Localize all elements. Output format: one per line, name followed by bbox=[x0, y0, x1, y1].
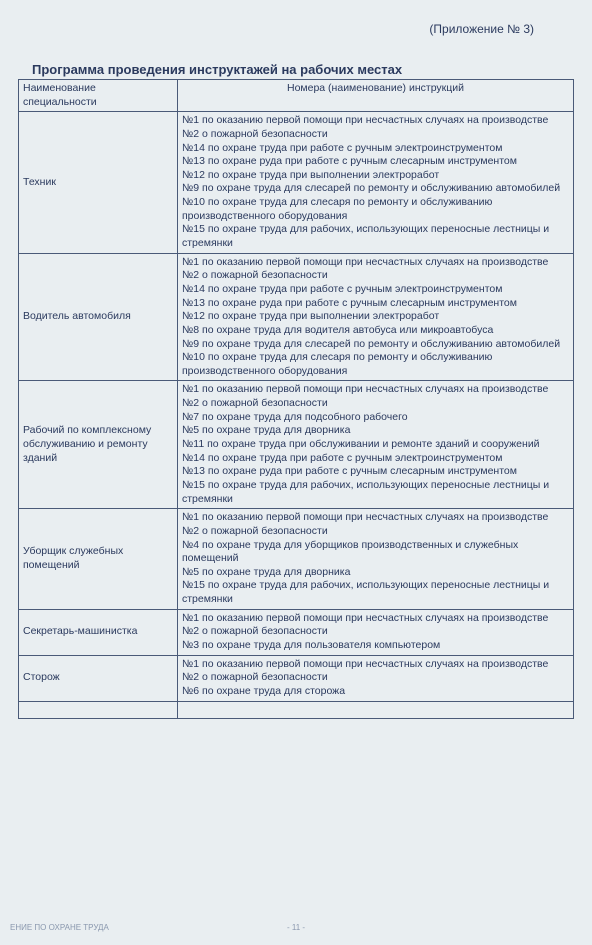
table-row: Сторож №1 по оказанию первой помощи при … bbox=[19, 655, 574, 701]
footer-page-number: - 11 - bbox=[287, 923, 305, 932]
table-row: Уборщик служебных помещений №1 по оказан… bbox=[19, 509, 574, 609]
instructions-cell: №1 по оказанию первой помощи при несчаст… bbox=[178, 609, 574, 655]
page-title: Программа проведения инструктажей на раб… bbox=[18, 62, 574, 77]
table-header-row: Наименованиеспециальности Номера (наимен… bbox=[19, 80, 574, 112]
table-empty-row bbox=[19, 701, 574, 718]
speciality-cell: Техник bbox=[19, 112, 178, 253]
table-row: Водитель автомобиля №1 по оказанию перво… bbox=[19, 253, 574, 381]
instructions-cell: №1 по оказанию первой помощи при несчаст… bbox=[178, 381, 574, 509]
table-row: Секретарь-машинистка №1 по оказанию перв… bbox=[19, 609, 574, 655]
speciality-cell: Секретарь-машинистка bbox=[19, 609, 178, 655]
speciality-cell: Уборщик служебных помещений bbox=[19, 509, 178, 609]
empty-cell bbox=[178, 701, 574, 718]
instructions-cell: №1 по оказанию первой помощи при несчаст… bbox=[178, 655, 574, 701]
page: (Приложение № 3) Программа проведения ин… bbox=[0, 0, 592, 945]
instructions-table: Наименованиеспециальности Номера (наимен… bbox=[18, 79, 574, 719]
header-instructions: Номера (наименование) инструкций bbox=[178, 80, 574, 112]
table-row: Рабочий по комплексному обслуживанию и р… bbox=[19, 381, 574, 509]
speciality-cell: Рабочий по комплексному обслуживанию и р… bbox=[19, 381, 178, 509]
speciality-cell: Водитель автомобиля bbox=[19, 253, 178, 381]
appendix-label: (Приложение № 3) bbox=[18, 22, 574, 36]
empty-cell bbox=[19, 701, 178, 718]
footer-left-text: ЕНИЕ ПО ОХРАНЕ ТРУДА bbox=[10, 923, 109, 932]
instructions-cell: №1 по оказанию первой помощи при несчаст… bbox=[178, 112, 574, 253]
speciality-cell: Сторож bbox=[19, 655, 178, 701]
instructions-cell: №1 по оказанию первой помощи при несчаст… bbox=[178, 253, 574, 381]
table-row: Техник №1 по оказанию первой помощи при … bbox=[19, 112, 574, 253]
header-speciality: Наименованиеспециальности bbox=[19, 80, 178, 112]
instructions-cell: №1 по оказанию первой помощи при несчаст… bbox=[178, 509, 574, 609]
